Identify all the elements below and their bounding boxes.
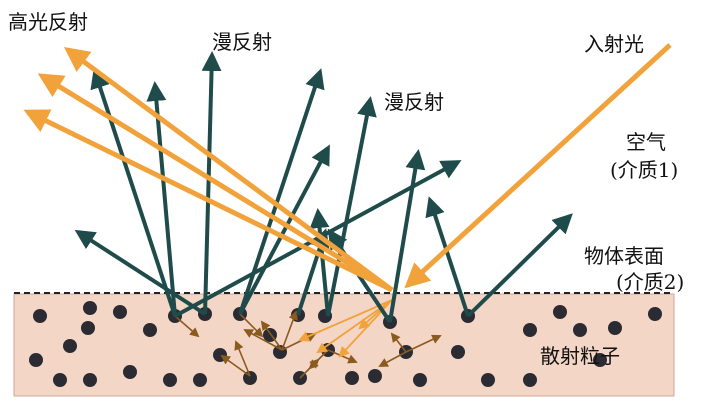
specular-ray: [63, 47, 394, 293]
particle: [29, 353, 43, 367]
internal-scatter-arrow: [174, 315, 200, 338]
incident-light-label: 入射光: [584, 32, 644, 56]
internal-scatter-arrow: [220, 354, 251, 377]
incident-light-ray: [404, 43, 672, 289]
internal-scatter-arrow: [234, 340, 251, 377]
internal-scatter-arrow: [378, 351, 407, 367]
diffuse-ray: [146, 81, 177, 317]
particle: [81, 321, 95, 335]
diffuse-ray: [238, 144, 330, 315]
diffuse-ray: [425, 196, 470, 317]
scattering-particles-label: 散射粒子: [540, 344, 620, 368]
air-medium-label: (介质1): [610, 158, 679, 182]
internal-scatter-arrow: [299, 358, 320, 379]
particle: [553, 305, 567, 319]
particle: [83, 301, 97, 315]
diffuse-reflection-rays: [74, 51, 573, 324]
diffuse-reflection-label-1: 漫反射: [212, 30, 272, 54]
particle: [113, 305, 127, 319]
internal-scatter-arrow: [405, 334, 442, 353]
particle: [193, 373, 207, 387]
internal-scatter-arrow: [281, 310, 298, 351]
internal-scatter-arrow: [390, 332, 407, 353]
diffuse-ray: [388, 149, 426, 323]
particle: [63, 339, 77, 353]
particle: [163, 373, 177, 387]
particle: [413, 373, 427, 387]
particle: [213, 348, 227, 362]
diffuse-ray: [466, 213, 573, 318]
particle: [243, 371, 257, 385]
object-medium-label: (介质2): [616, 270, 685, 294]
diffuse-ray: [238, 68, 325, 315]
specular-reflection-rays: [23, 47, 394, 293]
diffuse-ray: [326, 96, 377, 317]
particle: [368, 369, 382, 383]
diffuse-reflection-label-2: 漫反射: [384, 90, 444, 114]
internal-scatter-arrow: [260, 320, 283, 351]
air-label: 空气: [626, 130, 666, 154]
refracted-light-arrow: [358, 299, 393, 330]
particle: [593, 353, 607, 367]
specular-ray: [37, 73, 394, 293]
particle: [53, 373, 67, 387]
refracted-light-arrow: [298, 299, 393, 342]
specular-ray: [23, 109, 394, 293]
diffuse-ray: [90, 68, 177, 317]
particle: [143, 323, 157, 337]
particle: [33, 309, 47, 323]
internal-scatter-arrow: [243, 329, 283, 351]
particle: [523, 323, 537, 337]
particle: [648, 307, 662, 321]
diffuse-ray: [74, 229, 207, 316]
particle: [523, 373, 537, 387]
particle: [345, 371, 359, 385]
object-surface-label: 物体表面: [584, 244, 664, 268]
particle: [608, 321, 622, 335]
specular-reflection-label: 高光反射: [8, 10, 88, 34]
particle: [573, 323, 587, 337]
particle: [481, 373, 495, 387]
particle: [451, 345, 465, 359]
particle: [123, 365, 137, 379]
internal-scatter-arrow: [239, 313, 264, 338]
diffuse-ray: [201, 51, 222, 315]
particle: [83, 373, 97, 387]
